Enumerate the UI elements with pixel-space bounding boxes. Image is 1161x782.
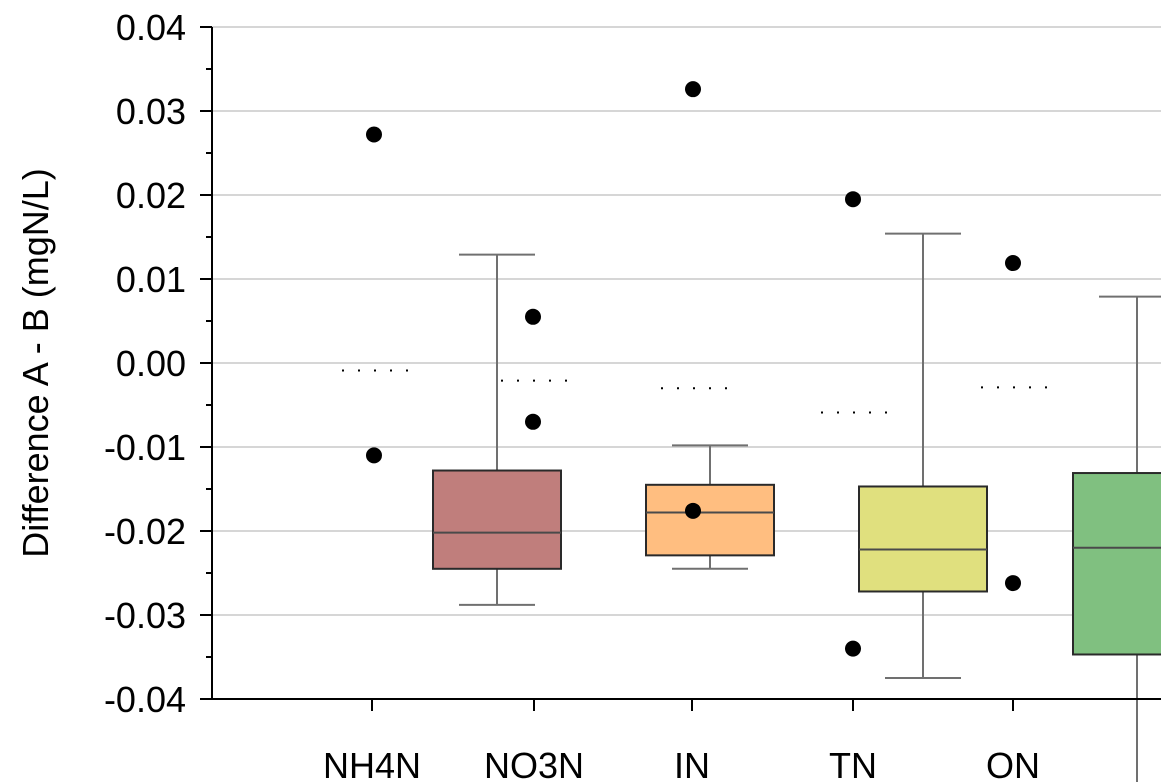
x-tick-label: TN: [829, 745, 877, 782]
outlier-point: [1005, 255, 1021, 272]
box-tn: [1072, 295, 1161, 782]
outlier-point: [845, 640, 861, 657]
y-tick-label: -0.01: [104, 427, 186, 468]
box-no3n: [645, 444, 775, 570]
y-tick-label: 0.03: [116, 91, 186, 132]
box-body: [432, 469, 562, 570]
y-tick-label: 0.00: [116, 343, 186, 384]
x-tick-label: NH4N: [323, 745, 421, 782]
outlier-point: [1005, 575, 1021, 592]
box-series: [432, 232, 1161, 782]
y-tick-label: -0.04: [104, 679, 186, 720]
axes: -0.04 -0.03 -0.02 -0.01 0.00 0.01 0.02 0.03 0.04…: [104, 7, 1161, 782]
box-body: [858, 485, 988, 593]
x-tick-label: IN: [674, 745, 710, 782]
y-axis-title: Difference A - B (mgN/L): [15, 168, 56, 557]
y-tick-label: 0.04: [116, 7, 186, 48]
box-body: [1072, 472, 1161, 656]
outlier-point: [525, 413, 541, 430]
x-tick-label: ON: [986, 745, 1040, 782]
y-tick-label: 0.01: [116, 259, 186, 300]
outlier-point: [366, 126, 382, 143]
box-body: [645, 483, 775, 557]
outlier-points: [342, 81, 1061, 657]
outlier-point: [685, 502, 701, 519]
grid-lines: [212, 26, 1161, 616]
x-tick-label: NO3N: [484, 745, 584, 782]
outlier-point: [685, 81, 701, 98]
y-tick-label: 0.02: [116, 175, 186, 216]
y-tick-label: -0.02: [104, 511, 186, 552]
y-tick-label: -0.03: [104, 595, 186, 636]
box-in: [858, 232, 988, 679]
outlier-point: [366, 447, 382, 464]
outlier-point: [845, 191, 861, 208]
outlier-point: [525, 308, 541, 325]
box-nh4n: [432, 253, 562, 606]
